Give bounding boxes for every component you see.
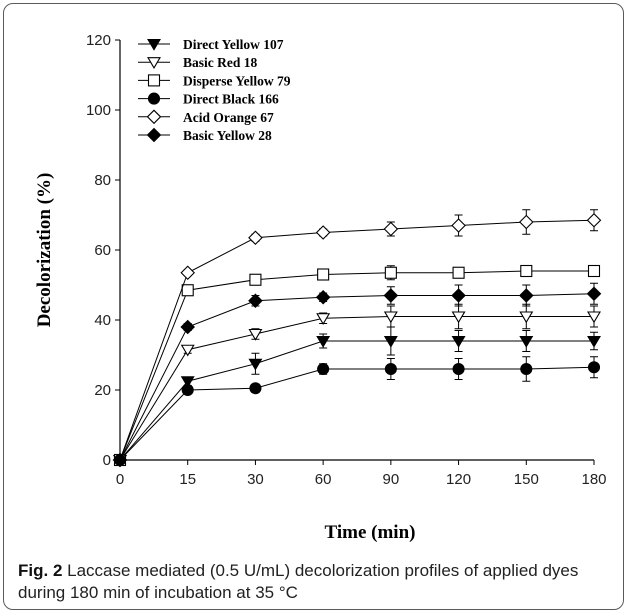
legend-label: Acid Orange 67: [183, 110, 274, 125]
data-point: [587, 311, 601, 324]
data-point: [248, 358, 263, 371]
axes: 0 20 40 60 80 100 120 0 15 30 60 90 120 150 180: [86, 32, 607, 488]
series-basic-yellow-28: [112, 282, 602, 468]
data-point: [519, 288, 534, 303]
data-point: [383, 288, 399, 303]
legend-label: Basic Yellow 28: [183, 128, 272, 143]
legend-marker: [147, 92, 161, 105]
x-axis-title: Time (min): [325, 522, 416, 543]
legend-label: Disperse Yellow 79: [183, 73, 291, 88]
legend-label: Basic Red 18: [183, 55, 258, 70]
legend-marker: [146, 109, 162, 125]
figure-caption: Fig. 2 Laccase mediated (0.5 U/mL) decol…: [18, 560, 618, 604]
legend: Direct Yellow 107 Basic Red 18 Disperse Ye…: [138, 37, 291, 143]
data-point: [317, 362, 330, 376]
legend-item: Acid Orange 67: [138, 109, 274, 125]
x-tick-label: 150: [514, 471, 539, 488]
data-point: [452, 266, 465, 279]
legend-marker: [147, 74, 161, 87]
series-line: [119, 316, 594, 461]
series-acid-orange-67: [112, 209, 602, 468]
y-tick-label: 60: [94, 242, 111, 259]
y-tick-label: 0: [103, 452, 111, 469]
y-axis-title: Decolorization (%): [34, 173, 55, 328]
legend-item: Basic Yellow 28: [138, 127, 272, 143]
data-point: [383, 311, 398, 324]
x-tick-label: 0: [116, 471, 124, 488]
data-point: [248, 293, 263, 309]
data-point: [181, 383, 194, 397]
data-point: [452, 362, 465, 376]
y-tick-label: 40: [94, 312, 111, 329]
data-point: [519, 311, 534, 324]
y-tick-label: 120: [86, 32, 111, 49]
data-point: [384, 362, 397, 376]
legend-item: Basic Red 18: [138, 55, 258, 70]
data-point: [248, 328, 263, 341]
data-point: [383, 221, 399, 237]
data-point: [315, 225, 331, 240]
series-line: [119, 366, 595, 461]
data-point: [316, 335, 331, 348]
series-line: [119, 219, 595, 461]
legend-item: Disperse Yellow 79: [138, 73, 291, 88]
series-line: [119, 293, 595, 461]
data-point: [180, 344, 195, 357]
x-tick-label: 15: [179, 471, 196, 488]
data-point: [180, 376, 195, 389]
legend-marker: [147, 38, 161, 51]
data-point: [316, 313, 331, 326]
data-point: [249, 273, 262, 286]
y-tick-label: 20: [94, 382, 111, 399]
series-line: [119, 270, 594, 461]
data-point: [519, 335, 534, 348]
data-point: [248, 230, 263, 246]
data-point: [384, 266, 397, 279]
x-tick-label: 30: [247, 471, 264, 488]
data-point: [180, 319, 195, 335]
y-tick-label: 80: [94, 172, 111, 189]
legend-item: Direct Black 166: [138, 92, 279, 107]
data-point: [451, 335, 466, 348]
data-point: [587, 264, 601, 278]
data-point: [451, 311, 466, 324]
legend-label: Direct Black 166: [183, 92, 279, 107]
data-point: [315, 289, 331, 305]
data-point: [451, 288, 466, 303]
x-tick-label: 180: [581, 471, 606, 488]
data-point: [249, 382, 262, 395]
data-point: [520, 264, 533, 278]
data-point: [317, 268, 330, 281]
y-tick-label: 100: [86, 102, 111, 119]
series-basic-red-18: [113, 303, 601, 467]
figure-frame: [3, 3, 624, 610]
legend-marker: [146, 127, 162, 143]
data-point: [180, 265, 195, 281]
decolorization-chart: 0 20 40 60 80 100 120 0 15 30 60 90 120 150 180 Direct…: [34, 32, 607, 543]
x-tick-label: 60: [315, 471, 332, 488]
data-point: [112, 452, 128, 468]
x-tick-label: 120: [446, 471, 471, 488]
series-layer: [112, 209, 602, 468]
caption-text: Laccase mediated (0.5 U/mL) decolorizati…: [18, 561, 579, 602]
data-point: [587, 335, 601, 348]
legend-label: Direct Yellow 107: [183, 37, 284, 52]
caption-label: Fig. 2: [18, 561, 63, 580]
data-point: [383, 335, 398, 348]
data-point: [519, 214, 534, 230]
x-tick-label: 90: [383, 471, 400, 488]
data-point: [586, 212, 602, 228]
legend-marker: [147, 57, 161, 69]
data-point: [520, 362, 533, 376]
data-point: [181, 284, 194, 297]
data-point: [451, 218, 466, 233]
series-direct-black-166: [113, 356, 601, 467]
legend-item: Direct Yellow 107: [138, 37, 284, 52]
data-point: [586, 286, 602, 302]
series-line: [119, 340, 594, 461]
data-point: [587, 361, 601, 374]
